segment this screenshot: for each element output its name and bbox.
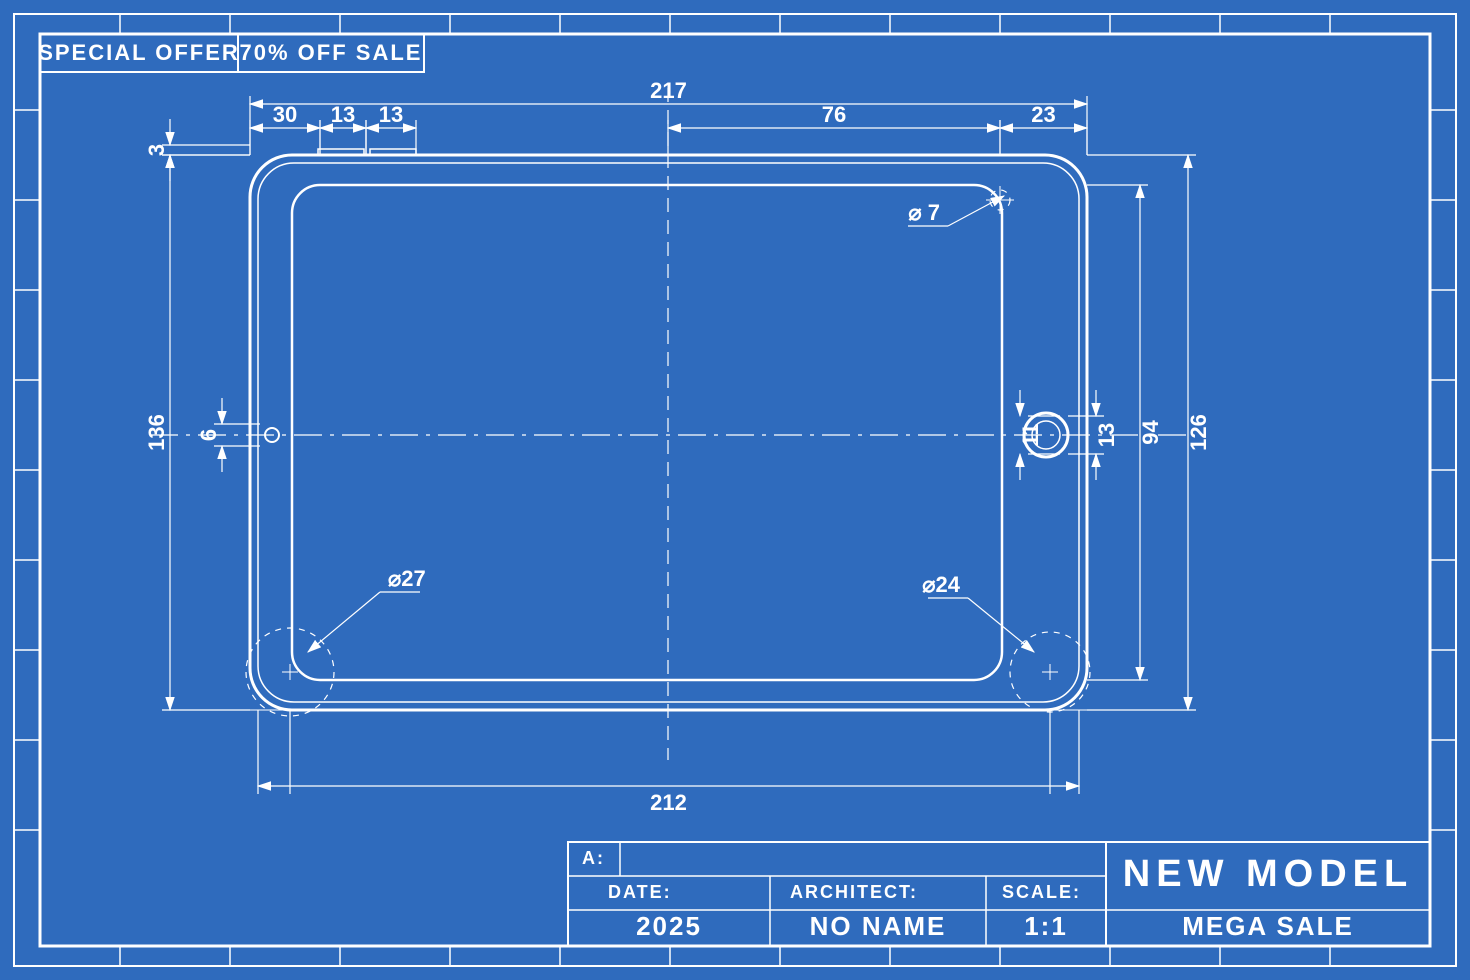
dim-label: ⌀24 — [922, 572, 960, 597]
blueprint-drawing: SPECIAL OFFER70% OFF SALE 217 30 13 13 76 23 21… — [0, 0, 1470, 980]
dim-label: 76 — [822, 102, 846, 127]
dim-label: 126 — [1186, 414, 1211, 451]
tb-subtitle: MEGA SALE — [1182, 911, 1354, 941]
dim-label: ⌀27 — [388, 566, 426, 591]
dim-label: 3 — [144, 144, 169, 156]
dim-label: 94 — [1138, 420, 1163, 445]
dim-label: ⌀ 7 — [908, 200, 940, 225]
dim-label: 13 — [379, 102, 403, 127]
tb-date-value: 2025 — [636, 911, 702, 941]
dim-label: 217 — [650, 78, 687, 103]
banner-left: SPECIAL OFFER — [38, 40, 240, 65]
tb-arch-value: NO NAME — [810, 911, 947, 941]
tb-scale-label: SCALE: — [1002, 882, 1081, 902]
tb-arch-label: ARCHITECT: — [790, 882, 918, 902]
dim-label: 11 — [1018, 423, 1043, 446]
tb-title: NEW MODEL — [1123, 853, 1413, 895]
banner-right: 70% OFF SALE — [240, 40, 423, 65]
dim-label: 136 — [144, 414, 169, 451]
dim-label: 212 — [650, 790, 687, 815]
dim-label: 23 — [1031, 102, 1055, 127]
tb-scale-value: 1:1 — [1024, 911, 1068, 941]
dim-label: 6 — [196, 429, 221, 441]
tb-a: A: — [582, 848, 605, 868]
dim-label: 13 — [331, 102, 355, 127]
tb-date-label: DATE: — [608, 882, 672, 902]
dim-label: 30 — [273, 102, 297, 127]
dim-label: 13 — [1094, 423, 1119, 447]
